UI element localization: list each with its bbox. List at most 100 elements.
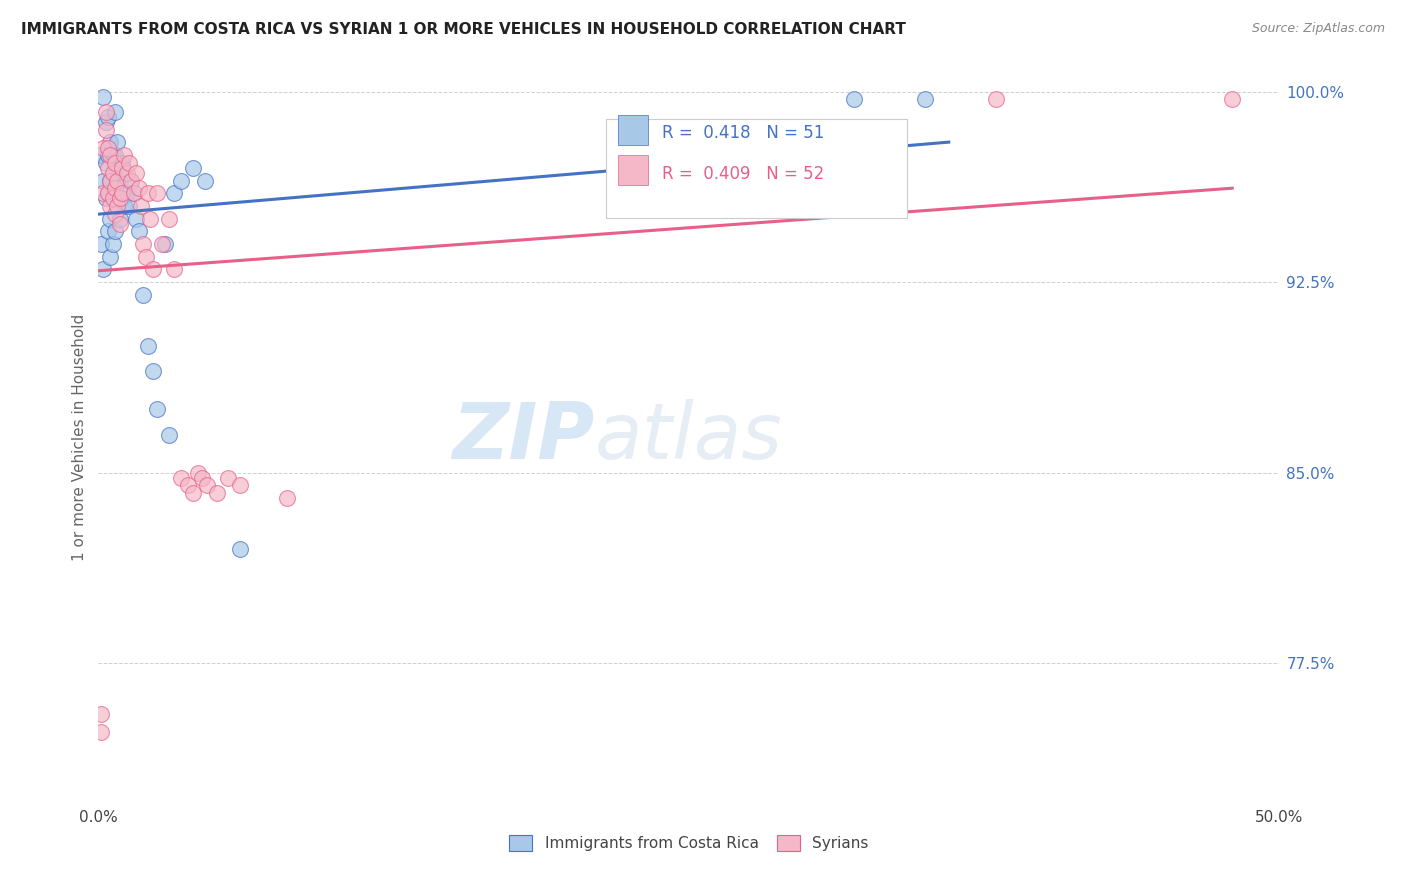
Point [195,478,218,492]
Point [1220,92,1243,106]
Point [112,199,135,213]
Point [170,173,193,187]
Point [187,466,209,480]
Point [112,166,135,180]
Point [90,706,112,721]
Point [98,211,121,226]
Point [153,237,176,252]
Point [150,237,173,252]
Point [118,199,141,213]
FancyBboxPatch shape [606,119,907,218]
Point [163,262,186,277]
Point [108,191,131,205]
Point [217,471,239,485]
Point [105,166,128,180]
Legend: Immigrants from Costa Rica, Syrians: Immigrants from Costa Rica, Syrians [503,830,875,857]
Point [128,224,150,238]
Point [104,105,127,120]
Point [105,136,128,150]
Point [98,173,121,187]
Point [115,166,138,180]
Point [139,211,162,226]
Point [229,478,252,492]
Point [91,262,114,277]
Point [111,161,134,175]
Point [132,288,155,302]
Point [98,148,121,162]
Point [146,186,169,201]
Point [101,166,124,180]
Point [98,250,121,264]
Point [136,338,159,352]
Point [276,491,298,505]
Point [105,173,128,187]
Point [98,136,121,150]
Point [122,186,145,201]
Point [97,224,120,238]
Point [105,199,128,213]
Point [90,148,112,162]
Point [115,186,138,201]
Point [98,173,121,187]
Point [111,191,134,205]
Point [91,140,114,154]
Point [104,186,127,201]
Point [125,211,148,226]
Point [108,173,131,187]
Text: R =  0.418   N = 51: R = 0.418 N = 51 [662,124,824,142]
Point [104,224,127,238]
Point [94,156,117,170]
FancyBboxPatch shape [619,155,648,185]
Text: R =  0.409   N = 52: R = 0.409 N = 52 [662,165,824,183]
Point [111,156,134,170]
Point [844,92,866,106]
Point [97,186,120,201]
Point [125,166,148,180]
Point [181,486,204,500]
Point [142,364,165,378]
Point [108,217,131,231]
Point [157,211,180,226]
Text: atlas: atlas [595,399,782,475]
Point [128,181,150,195]
Point [135,250,157,264]
Point [91,186,114,201]
Point [914,92,936,106]
FancyBboxPatch shape [619,115,648,145]
Point [101,237,124,252]
Point [132,237,155,252]
Point [94,191,117,205]
Point [177,478,200,492]
Point [111,186,134,201]
Point [91,89,114,103]
Point [142,262,165,277]
Point [98,199,121,213]
Point [104,181,127,195]
Point [112,148,135,162]
Point [101,191,124,205]
Point [101,148,124,162]
Point [194,173,217,187]
Point [984,92,1007,106]
Text: IMMIGRANTS FROM COSTA RICA VS SYRIAN 1 OR MORE VEHICLES IN HOUSEHOLD CORRELATION: IMMIGRANTS FROM COSTA RICA VS SYRIAN 1 O… [21,22,905,37]
Point [163,186,186,201]
Point [90,724,112,739]
Point [191,471,214,485]
Point [122,186,145,201]
Point [104,206,127,220]
Point [90,237,112,252]
Point [108,211,131,226]
Point [91,173,114,187]
Point [104,156,127,170]
Point [97,148,120,162]
Point [118,156,141,170]
Point [97,110,120,124]
Point [97,186,120,201]
Point [97,161,120,175]
Point [170,471,193,485]
Point [105,199,128,213]
Point [181,161,204,175]
Point [104,148,127,162]
Text: ZIP: ZIP [453,399,595,475]
Point [205,486,228,500]
